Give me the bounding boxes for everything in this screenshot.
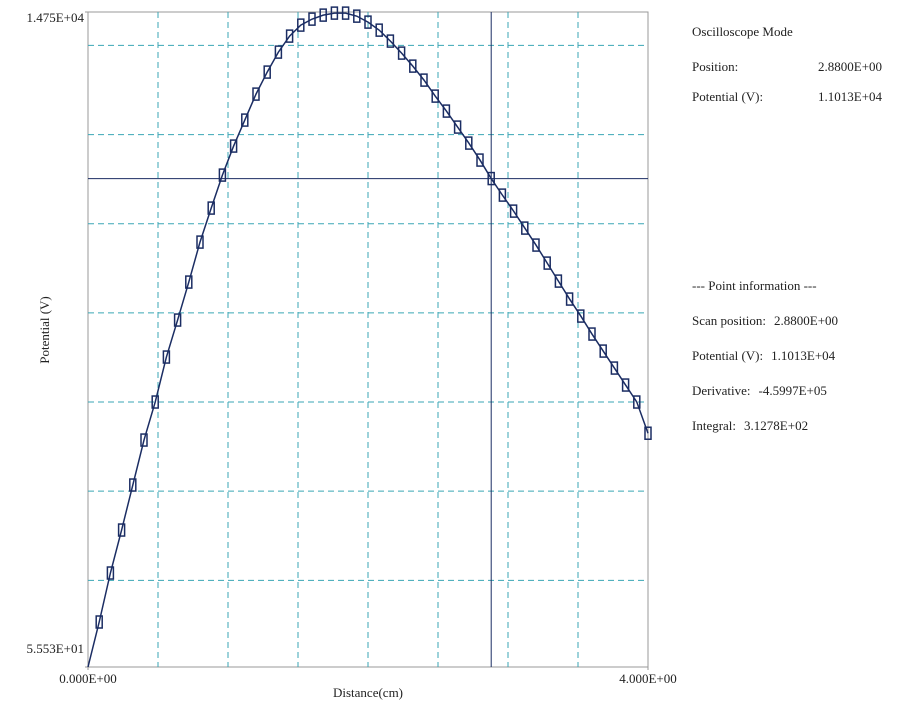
data-marker xyxy=(610,361,619,375)
data-marker xyxy=(565,292,574,306)
data-marker xyxy=(229,139,238,153)
data-marker xyxy=(353,9,361,23)
data-marker xyxy=(588,327,596,341)
data-marker xyxy=(409,59,417,73)
y-axis-label: Potential (V) xyxy=(37,296,52,364)
data-marker xyxy=(386,34,395,48)
data-marker xyxy=(420,73,428,87)
data-marker xyxy=(543,256,551,270)
panel-section: --- Point information --- xyxy=(692,278,817,293)
data-marker xyxy=(364,15,372,29)
info-value: 1.1013E+04 xyxy=(771,348,836,363)
data-marker xyxy=(487,171,495,186)
data-marker xyxy=(95,615,103,629)
y-tick-label: 5.553E+01 xyxy=(26,641,84,656)
info-value: 3.1278E+02 xyxy=(744,418,808,433)
data-marker xyxy=(521,221,529,235)
panel-label: Position: xyxy=(692,59,738,74)
data-marker xyxy=(330,6,339,20)
x-axis-label: Distance(cm) xyxy=(333,685,403,700)
data-marker xyxy=(476,153,484,167)
data-marker xyxy=(633,395,641,409)
data-marker xyxy=(185,275,193,289)
data-line xyxy=(87,12,649,668)
data-marker xyxy=(252,87,260,101)
panel-label: Potential (V): xyxy=(692,89,763,104)
data-marker xyxy=(162,350,171,364)
info-value: 2.8800E+00 xyxy=(774,313,838,328)
y-tick-label: 1.475E+04 xyxy=(26,10,84,25)
data-marker xyxy=(297,18,305,32)
info-label: Derivative: xyxy=(692,383,750,398)
data-marker xyxy=(196,235,204,249)
data-marker xyxy=(129,478,137,492)
x-tick-label: 0.000E+00 xyxy=(59,671,117,686)
data-marker xyxy=(621,378,630,392)
data-marker xyxy=(319,8,327,22)
data-marker xyxy=(285,29,294,43)
panel-value: 2.8800E+00 xyxy=(818,59,882,74)
panel-title: Oscilloscope Mode xyxy=(692,24,793,39)
info-label: Integral: xyxy=(692,418,736,433)
data-marker xyxy=(442,104,451,118)
data-marker xyxy=(532,238,540,252)
data-marker xyxy=(207,201,215,215)
data-marker xyxy=(173,313,182,327)
data-marker xyxy=(554,274,563,288)
data-marker xyxy=(465,136,473,150)
data-marker xyxy=(397,46,406,60)
data-marker xyxy=(453,120,462,134)
info-value: -4.5997E+05 xyxy=(758,383,826,398)
data-marker xyxy=(308,12,316,26)
data-marker xyxy=(117,523,126,537)
data-marker xyxy=(274,45,283,59)
x-tick-label: 4.000E+00 xyxy=(619,671,677,686)
data-marker xyxy=(263,65,271,79)
data-marker xyxy=(431,89,439,103)
data-marker xyxy=(241,113,249,127)
data-marker xyxy=(577,309,585,323)
data-marker xyxy=(151,395,159,409)
info-label: Potential (V): xyxy=(692,348,763,363)
data-marker xyxy=(509,204,518,218)
data-marker xyxy=(140,433,148,447)
panel-value: 1.1013E+04 xyxy=(818,89,883,104)
data-marker xyxy=(375,23,383,37)
data-marker xyxy=(218,168,227,182)
info-label: Scan position: xyxy=(692,313,766,328)
data-marker xyxy=(341,6,350,20)
data-marker xyxy=(498,188,507,202)
data-marker xyxy=(599,344,607,358)
data-marker xyxy=(644,426,652,440)
data-marker xyxy=(106,566,115,580)
